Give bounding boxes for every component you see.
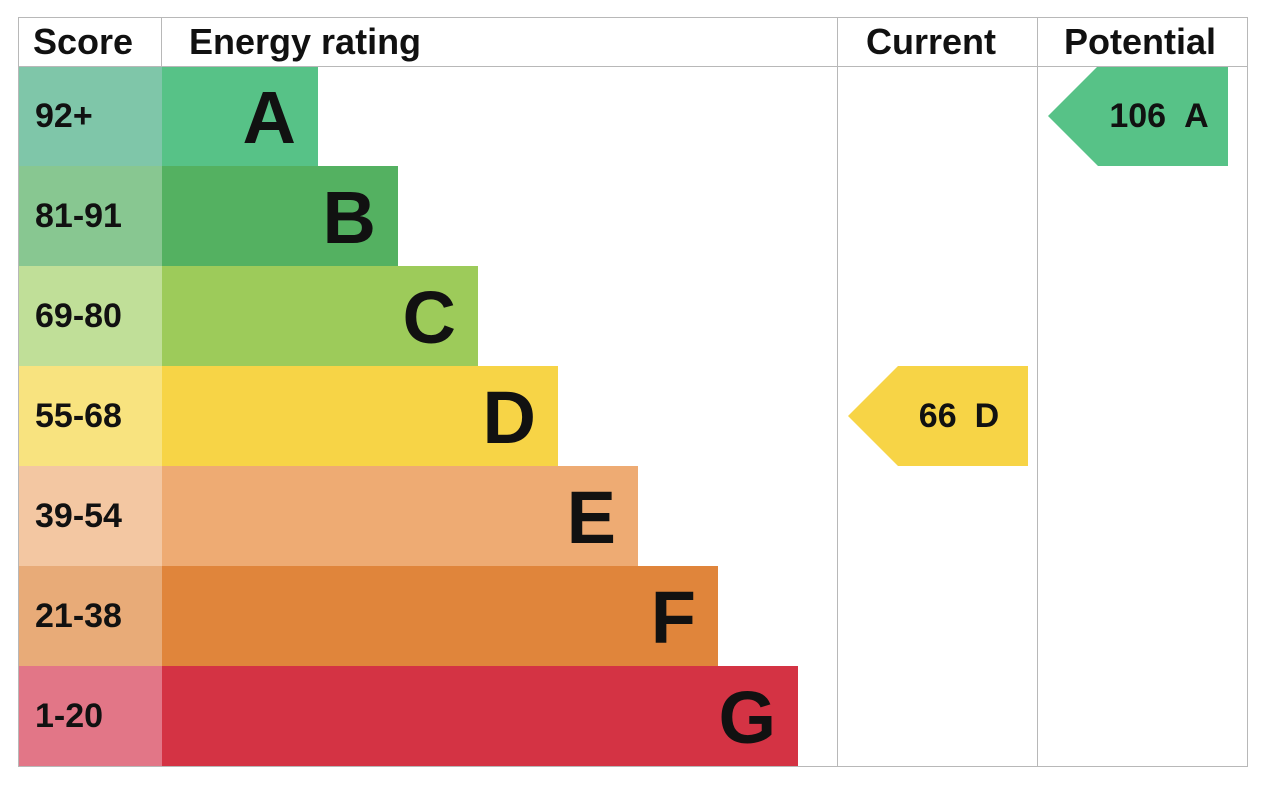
score-header: Score (33, 21, 134, 62)
rating-bar-c: C (162, 266, 478, 366)
score-cell-b: 81-91 (19, 166, 162, 266)
current-header: Current (866, 21, 997, 62)
rating-letter-b: B (322, 176, 376, 259)
table-border-top (18, 17, 1248, 18)
potential-column-divider (1037, 17, 1038, 767)
rating-bar-d: D (162, 366, 558, 466)
table-border-bottom (18, 766, 1248, 767)
current-letter: D (974, 397, 1000, 435)
rating-letter-d: D (482, 376, 536, 459)
rating-bar-f: F (162, 566, 718, 666)
score-cell-c: 69-80 (19, 266, 162, 366)
potential-letter: A (1184, 97, 1209, 135)
potential-rating-arrow: 106 A (1048, 66, 1228, 166)
rating-letter-c: C (402, 276, 456, 359)
potential-score: 106 (1109, 97, 1167, 135)
rating-bar-b: B (162, 166, 398, 266)
rating-letter-e: E (566, 476, 616, 559)
rating-bar-a: A (162, 66, 318, 166)
current-rating-arrow: 66 D (848, 366, 1028, 466)
rating-bar-e: E (162, 466, 638, 566)
score-cell-e: 39-54 (19, 466, 162, 566)
table-border-left (18, 17, 19, 767)
rating-letter-f: F (650, 576, 696, 659)
rating-letter-a: A (242, 76, 296, 159)
rating-bar-g: G (162, 666, 798, 766)
energy-rating-header: Energy rating (189, 21, 422, 62)
current-column-divider (837, 17, 838, 767)
score-column-divider (161, 17, 162, 67)
score-cell-a: 92+ (19, 66, 162, 166)
score-cell-f: 21-38 (19, 566, 162, 666)
score-cell-d: 55-68 (19, 366, 162, 466)
potential-header: Potential (1064, 21, 1217, 62)
table-border-right (1247, 17, 1248, 767)
header-divider (18, 66, 1248, 67)
score-cell-g: 1-20 (19, 666, 162, 766)
current-score: 66 (918, 397, 957, 435)
rating-letter-g: G (718, 676, 776, 759)
